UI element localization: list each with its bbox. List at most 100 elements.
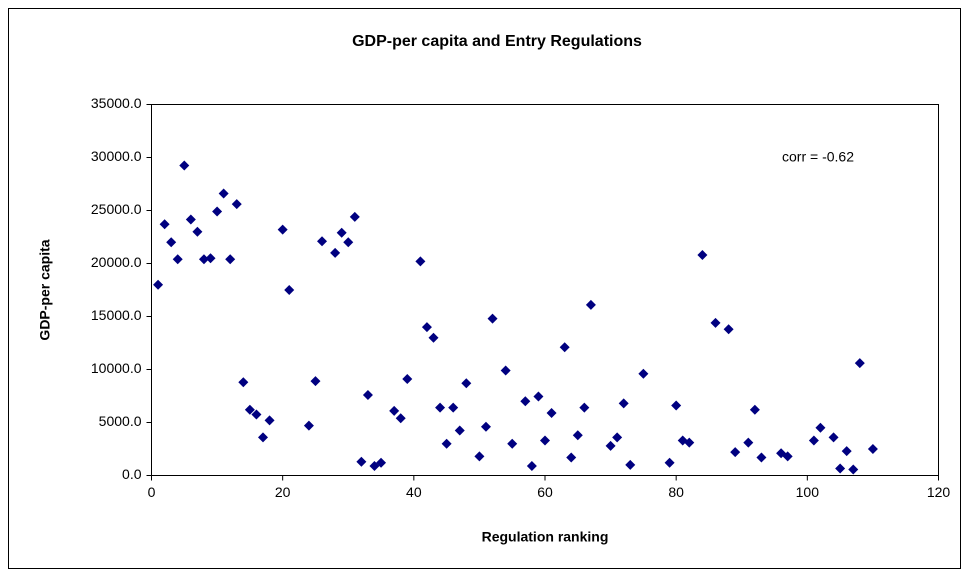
point (330, 247, 341, 258)
x-tick-label: 20 (275, 484, 291, 500)
point (356, 456, 367, 467)
point (835, 463, 846, 474)
point (854, 358, 865, 369)
annotation: corr = -0.62 (782, 149, 854, 165)
point (710, 317, 721, 328)
point (198, 254, 209, 265)
x-tick-label: 80 (668, 484, 684, 500)
point (415, 256, 426, 267)
point (533, 391, 544, 402)
point (723, 324, 734, 335)
point (572, 430, 583, 441)
point (212, 206, 223, 217)
point (264, 415, 275, 426)
x-axis-label: Regulation ranking (482, 529, 609, 545)
point (310, 376, 321, 387)
point (526, 460, 537, 471)
point (244, 404, 255, 415)
point (192, 226, 203, 237)
point (218, 188, 229, 199)
point (303, 420, 314, 431)
point (257, 432, 268, 443)
point (448, 402, 459, 413)
point (166, 237, 177, 248)
y-tick-label: 35000.0 (91, 95, 142, 111)
point (277, 224, 288, 235)
point (867, 444, 878, 454)
point (435, 402, 446, 413)
point (743, 437, 754, 448)
x-tick-label: 120 (927, 484, 951, 500)
y-tick-label: 20000.0 (91, 254, 142, 270)
point (664, 457, 675, 468)
point (546, 407, 557, 418)
point (441, 438, 452, 449)
point (730, 447, 741, 458)
x-tick-label: 100 (796, 484, 820, 500)
point (684, 437, 695, 448)
point (697, 250, 708, 261)
point (395, 413, 406, 424)
point (179, 160, 190, 171)
point (612, 432, 623, 443)
point (454, 425, 465, 436)
plot-area (151, 104, 939, 476)
point (172, 254, 183, 265)
point (605, 440, 616, 451)
y-tick-label: 5000.0 (99, 413, 142, 429)
point (461, 378, 472, 389)
point (251, 409, 262, 420)
y-axis-label: GDP-per capita (37, 239, 53, 340)
point (402, 374, 413, 385)
point (540, 435, 550, 446)
point (782, 451, 793, 462)
point (343, 237, 354, 248)
point (671, 400, 682, 411)
point (376, 457, 387, 468)
point (638, 368, 649, 379)
point (284, 285, 295, 295)
point (336, 227, 347, 238)
point (756, 452, 767, 463)
x-tick-label: 40 (406, 484, 422, 500)
point (480, 421, 491, 432)
point (625, 459, 636, 470)
point (808, 435, 819, 446)
x-tick-label: 0 (148, 484, 156, 500)
y-tick-label: 25000.0 (91, 201, 142, 217)
chart-title: GDP-per capita and Entry Regulations (352, 33, 642, 50)
point (487, 313, 498, 324)
y-tick-label: 10000.0 (91, 360, 142, 376)
point (566, 452, 577, 463)
point (618, 398, 629, 409)
y-tick-label: 30000.0 (91, 148, 142, 164)
point (205, 253, 216, 264)
point (362, 389, 373, 400)
y-tick-label: 15000.0 (91, 307, 142, 323)
point (421, 322, 432, 333)
point (815, 422, 826, 433)
point (389, 405, 400, 416)
point (474, 451, 485, 462)
point (585, 299, 596, 310)
point (848, 464, 859, 475)
y-tick-label: 0.0 (122, 466, 142, 482)
point (153, 279, 164, 290)
point (231, 199, 242, 210)
point (749, 404, 760, 415)
point (841, 446, 852, 457)
point (579, 402, 590, 413)
point (225, 254, 236, 265)
point (185, 214, 196, 225)
point (500, 365, 511, 376)
point (317, 236, 328, 247)
point (520, 396, 531, 407)
point (349, 211, 360, 222)
point (828, 432, 839, 443)
point (238, 377, 249, 388)
point (559, 342, 570, 353)
point (507, 438, 518, 449)
point (159, 219, 170, 230)
